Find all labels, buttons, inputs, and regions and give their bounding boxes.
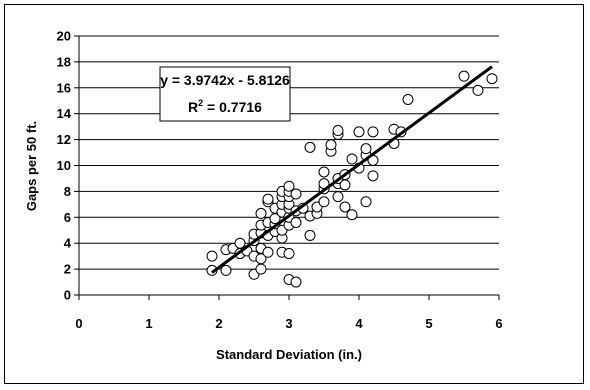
x-tick-label: 6 [495, 316, 502, 331]
data-point [318, 196, 330, 208]
data-point [346, 209, 358, 221]
data-point [458, 70, 470, 82]
y-tick-label: 2 [64, 262, 71, 277]
data-point [318, 166, 330, 178]
y-tick-label: 20 [57, 29, 71, 44]
y-tick-label: 12 [57, 132, 71, 147]
x-tick-label: 5 [425, 316, 432, 331]
y-tick-label: 14 [57, 106, 72, 121]
x-tick-label: 0 [75, 316, 82, 331]
data-point [304, 229, 316, 241]
data-point [325, 139, 337, 151]
data-point [332, 125, 344, 137]
data-point [220, 264, 232, 276]
equation-box-frame [159, 66, 291, 122]
y-tick-label: 6 [64, 210, 71, 225]
data-point [472, 84, 484, 96]
data-point [360, 196, 372, 208]
data-point [360, 143, 372, 155]
y-tick-label: 4 [64, 236, 72, 251]
r-squared-superscript: 2 [198, 98, 203, 108]
data-point [255, 207, 267, 219]
x-tick-label: 3 [285, 316, 292, 331]
data-point [486, 73, 498, 85]
equation-box: y = 3.9742x - 5.8126 R2 = 0.7716 [159, 66, 291, 122]
data-point [367, 126, 379, 138]
x-axis-title: Standard Deviation (in.) [216, 347, 362, 362]
data-point [206, 250, 218, 262]
data-point [234, 237, 246, 249]
data-point [290, 216, 302, 228]
y-tick-label: 0 [64, 288, 71, 303]
trendline [211, 65, 493, 274]
data-point [255, 263, 267, 275]
x-tick-label: 2 [215, 316, 222, 331]
y-tick-label: 8 [64, 184, 71, 199]
y-axis-title: Gaps per 50 ft. [24, 121, 39, 211]
data-point [339, 179, 351, 191]
data-point [346, 153, 358, 165]
y-tick-labels: 0 2 4 6 8 10 12 14 16 18 20 [57, 29, 72, 303]
y-tick-label: 18 [57, 54, 71, 69]
data-point [367, 170, 379, 182]
data-point [262, 246, 274, 258]
data-point [332, 191, 344, 203]
x-tick-label: 4 [355, 316, 363, 331]
data-point [290, 188, 302, 200]
data-point [353, 126, 365, 138]
r-squared-label: R2 = 0.7716 [188, 98, 262, 115]
x-tick-labels: 0 1 2 3 4 5 6 [75, 316, 502, 331]
y-tick-label: 16 [57, 80, 71, 95]
r-squared-value: = 0.7716 [203, 99, 262, 115]
data-point [262, 193, 274, 205]
equation-label: y = 3.9742x - 5.8126 [160, 72, 290, 88]
data-point [304, 141, 316, 153]
data-point [339, 201, 351, 213]
y-tick-label: 10 [57, 158, 71, 173]
r-squared-prefix: R [188, 99, 198, 115]
data-point [283, 180, 295, 192]
x-tick-label: 1 [145, 316, 152, 331]
data-point [283, 248, 295, 260]
data-point [402, 93, 414, 105]
data-point [290, 276, 302, 288]
axes [78, 36, 499, 296]
